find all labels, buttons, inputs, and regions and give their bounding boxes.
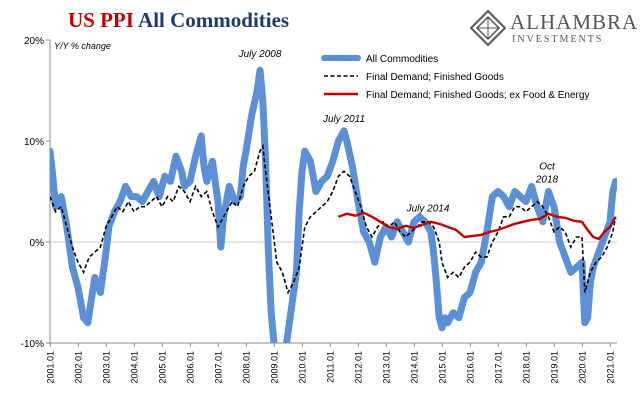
chart-title-part2: All Commodities	[138, 8, 290, 32]
diamond-logo-icon	[470, 10, 506, 46]
y-tick-label: 10%	[24, 137, 44, 148]
alhambra-logo: ALHAMBRA INVESTMENTS	[470, 8, 640, 48]
series-ex-food-energy	[337, 211, 617, 241]
x-tick-label: 2014.01	[409, 351, 419, 384]
x-tick-label: 2005.01	[157, 351, 167, 384]
x-tick-label: 2006.01	[185, 351, 195, 384]
chart-title-part1: US PPI	[68, 8, 134, 32]
x-tick-label: 2010.01	[297, 351, 307, 384]
series-final-demand	[50, 143, 617, 295]
x-tick-label: 2013.01	[381, 351, 391, 384]
annotation-label: July 2011	[322, 114, 365, 125]
legend-all-commodities-label: All Commodities	[366, 54, 438, 65]
x-tick-label: 2011.01	[325, 351, 335, 383]
annotation-label: Oct	[539, 161, 556, 172]
y-tick-label: 0%	[30, 238, 45, 249]
x-tick-label: 2015.01	[437, 351, 447, 384]
logo-name: ALHAMBRA	[510, 10, 639, 34]
series-all-commodities	[50, 66, 617, 343]
legend-final-demand-label: Final Demand; Finished Goods	[366, 72, 504, 83]
x-tick-label: 2007.01	[213, 351, 223, 384]
annotation-label: July 2014	[406, 204, 450, 215]
y-tick-label: 20%	[24, 36, 44, 47]
x-tick-label: 2009.01	[269, 351, 279, 384]
x-tick-label: 2017.01	[493, 351, 503, 384]
x-tick-label: 2002.01	[73, 351, 83, 384]
y-tick-label: -10%	[21, 339, 44, 350]
x-tick-label: 2004.01	[129, 351, 139, 384]
legend-ex-food-energy-label: Final Demand; Finished Goods; ex Food & …	[366, 90, 589, 101]
x-tick-label: 2001.01	[45, 351, 55, 384]
x-tick-label: 2018.01	[521, 351, 531, 384]
x-tick-label: 2021.01	[605, 351, 615, 384]
chart-title: US PPI All Commodities	[68, 8, 289, 33]
annotation-label: July 2008	[238, 49, 282, 60]
x-tick-label: 2003.01	[101, 351, 111, 384]
x-tick-label: 2019.01	[549, 351, 559, 384]
x-tick-label: 2008.01	[241, 351, 251, 384]
annotation-label: 2018	[535, 174, 559, 185]
logo-subtitle: INVESTMENTS	[512, 34, 604, 45]
y-axis-label: Y/Y % change	[54, 41, 111, 51]
x-tick-label: 2016.01	[465, 351, 475, 384]
x-tick-label: 2020.01	[577, 351, 587, 384]
x-tick-label: 2012.01	[353, 351, 363, 384]
